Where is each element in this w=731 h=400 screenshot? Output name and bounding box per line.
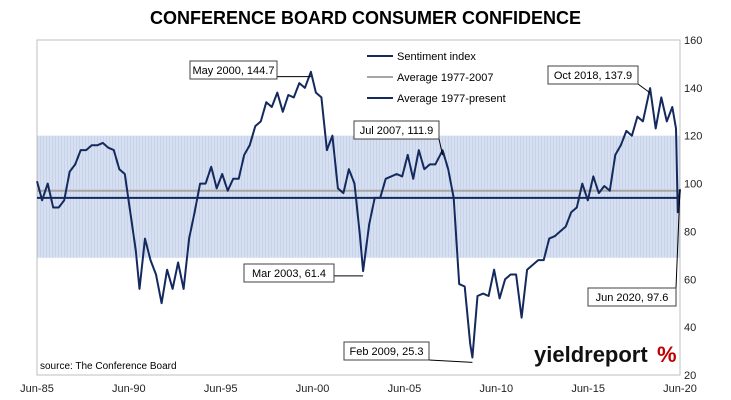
y-tick-label: 60 <box>684 274 696 286</box>
legend-label: Average 1977-present <box>397 93 506 105</box>
annotation-box <box>547 65 639 85</box>
x-tick-label: Jun-10 <box>479 383 513 395</box>
y-tick-label: 20 <box>684 370 696 382</box>
y-tick-label: 140 <box>684 83 702 95</box>
x-tick-label: Jun-15 <box>571 383 605 395</box>
y-tick-label: 100 <box>684 179 702 191</box>
annotation-leader <box>675 189 681 289</box>
annotation-box <box>343 341 430 361</box>
average-lines <box>37 189 680 199</box>
y-tick-label: 40 <box>684 322 696 334</box>
annotation: Jul 2007, 111.9 <box>353 120 444 156</box>
logo-text: yieldreport <box>534 342 648 367</box>
annotation-box <box>189 60 278 80</box>
annotation-leader <box>438 138 444 156</box>
x-tick-label: Jun-85 <box>20 383 54 395</box>
annotation-label: Jul 2007, 111.9 <box>360 125 434 137</box>
annotation: Feb 2009, 25.3 <box>343 341 473 363</box>
annotation-leader <box>428 359 473 363</box>
annotation-label: Mar 2003, 61.4 <box>252 268 326 280</box>
yieldreport-logo: yieldreport % <box>534 342 677 367</box>
x-tick-label: Jun-05 <box>388 383 422 395</box>
source-note: source: The Conference Board <box>40 361 177 372</box>
y-tick-label: 80 <box>684 226 696 238</box>
annotation-box <box>353 120 440 140</box>
sentiment-series <box>36 70 681 359</box>
x-tick-label: Jun-95 <box>204 383 238 395</box>
x-tick-label: Jun-20 <box>663 383 697 395</box>
annotation-box <box>243 263 335 283</box>
x-axis: Jun-85 Jun-90 Jun-95 Jun-00 Jun-05 Jun-10 Jun-… <box>20 383 697 395</box>
annotations: May 2000, 144.7 Jul 2007, 111.9 Oct 2018, … <box>189 60 681 363</box>
typical-range-band <box>37 135 680 258</box>
annotation-label: Feb 2009, 25.3 <box>349 346 423 358</box>
x-tick-label: Jun-90 <box>112 383 146 395</box>
annotation-leader <box>637 83 651 94</box>
annotation: May 2000, 144.7 <box>189 60 311 80</box>
chart-title: CONFERENCE BOARD CONSUMER CONFIDENCE <box>149 8 581 28</box>
legend-label: Average 1977-2007 <box>397 72 493 84</box>
annotation-box <box>587 287 677 307</box>
logo-percent-symbol: % <box>657 342 677 367</box>
annotation-label: Jun 2020, 97.6 <box>596 292 669 304</box>
legend-label: Sentiment index <box>397 51 476 63</box>
y-axis: 20 40 60 80 100 120 140 160 <box>684 35 702 382</box>
x-tick-label: Jun-00 <box>296 383 330 395</box>
annotation: Mar 2003, 61.4 <box>243 263 364 283</box>
annotation-label: Oct 2018, 137.9 <box>554 70 632 82</box>
legend: Sentiment index Average 1977-2007 Average … <box>367 51 506 105</box>
y-tick-label: 120 <box>684 131 702 143</box>
annotation: Jun 2020, 97.6 <box>587 189 681 307</box>
annotation-label: May 2000, 144.7 <box>193 65 275 77</box>
sentiment-index-line <box>36 70 681 359</box>
y-tick-label: 160 <box>684 35 702 47</box>
annotation: Oct 2018, 137.9 <box>547 65 651 94</box>
plot-frame <box>36 39 681 376</box>
